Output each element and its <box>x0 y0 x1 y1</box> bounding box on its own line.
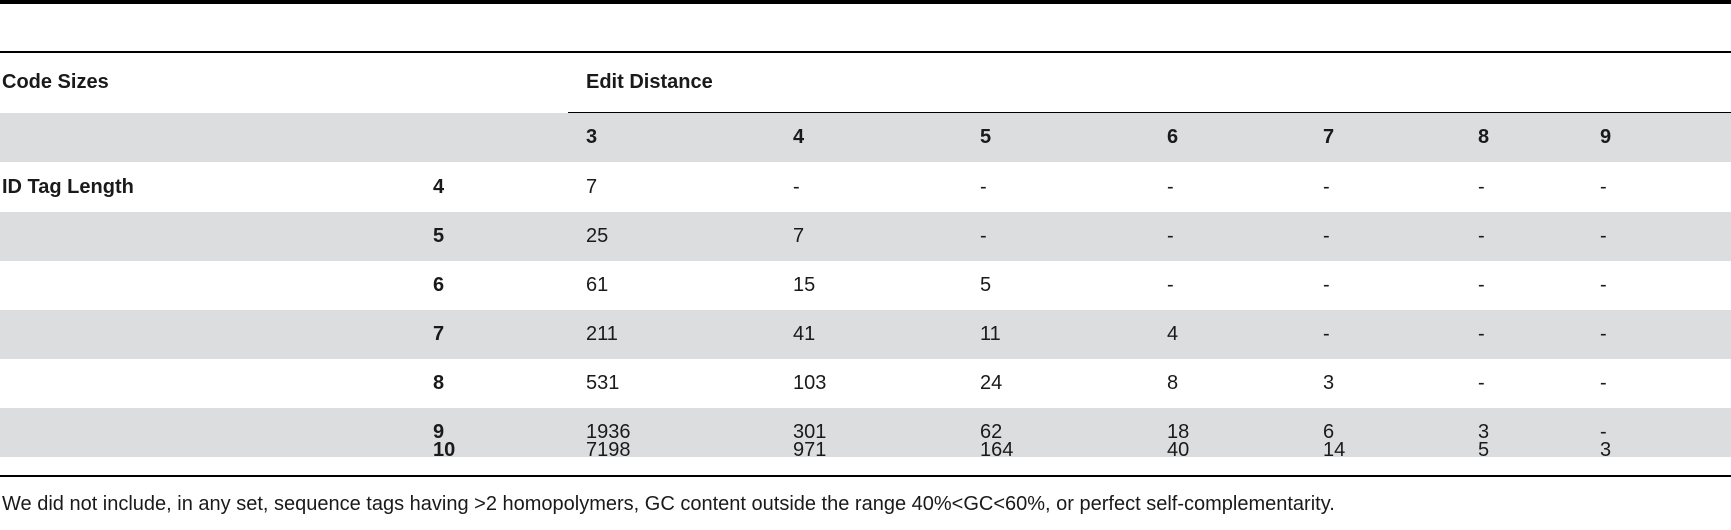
row-length: 4 <box>433 176 445 198</box>
table-cell: 5 <box>980 274 992 296</box>
table-cell: 301 <box>793 421 827 443</box>
table-cell: - <box>1600 421 1607 443</box>
column-header-9: 9 <box>1600 126 1612 148</box>
table-row: 9 1936 301 62 18 6 3 - <box>0 408 1731 457</box>
table-cell: 6 <box>1323 421 1335 443</box>
table-cell: - <box>1478 176 1485 198</box>
table-cell: 164 <box>980 439 1014 461</box>
row-length: 6 <box>433 274 445 296</box>
table-row: 5 25 7 - - - - - <box>0 212 1731 261</box>
table-cell: 25 <box>586 225 609 247</box>
table-cell: - <box>980 176 987 198</box>
column-header-5: 5 <box>980 126 992 148</box>
column-header-6: 6 <box>1167 126 1179 148</box>
edit-distance-label: Edit Distance <box>586 71 713 93</box>
table-cell: 14 <box>1323 439 1346 461</box>
table-cell: 3 <box>1478 421 1490 443</box>
table-cell: 5 <box>1478 439 1490 461</box>
row-length: 5 <box>433 225 445 247</box>
table-cell: 971 <box>793 439 827 461</box>
table-row: 8 531 103 24 8 3 - - <box>0 359 1731 408</box>
table-cell: - <box>1600 274 1607 296</box>
table-cell: - <box>1600 225 1607 247</box>
id-tag-length-label: ID Tag Length <box>2 176 134 198</box>
table-cell: 15 <box>793 274 816 296</box>
table-cell: - <box>1478 323 1485 345</box>
column-header-4: 4 <box>793 126 805 148</box>
table-cell: - <box>1600 323 1607 345</box>
bottom-rule <box>0 475 1731 477</box>
table-cell: 61 <box>586 274 609 296</box>
table-cell: - <box>1167 225 1174 247</box>
table-cell: - <box>1478 274 1485 296</box>
table-cell: - <box>1600 176 1607 198</box>
column-header-row: 3 4 5 6 7 8 9 <box>0 113 1731 162</box>
table-cell: - <box>1167 176 1174 198</box>
table-cell: 1936 <box>586 421 631 443</box>
row-length: 9 <box>433 421 445 443</box>
table-cell: - <box>1323 323 1330 345</box>
column-header-7: 7 <box>1323 126 1335 148</box>
table-cell: 211 <box>586 323 618 345</box>
row-length: 10 <box>433 439 456 461</box>
column-header-8: 8 <box>1478 126 1490 148</box>
table-cell: 11 <box>980 323 1001 345</box>
table-row: ID Tag Length 4 7 - - - - - - <box>0 163 1731 212</box>
table-header-row: Code Sizes Edit Distance <box>0 53 1731 112</box>
table-cell: 24 <box>980 372 1003 394</box>
table-cell: - <box>1323 274 1330 296</box>
table-cell: 3 <box>1323 372 1335 394</box>
row-length: 8 <box>433 372 445 394</box>
code-sizes-label: Code Sizes <box>2 71 109 93</box>
table-row: 6 61 15 5 - - - - <box>0 261 1731 310</box>
row-length: 7 <box>433 323 445 345</box>
table-cell: 3 <box>1600 439 1612 461</box>
top-rule <box>0 0 1731 4</box>
table-cell: 4 <box>1167 323 1179 345</box>
table-row: 7 211 41 11 4 - - - <box>0 310 1731 359</box>
table-cell: 41 <box>793 323 816 345</box>
table-cell: 531 <box>586 372 620 394</box>
table-cell: - <box>1600 372 1607 394</box>
table-cell: 8 <box>1167 372 1179 394</box>
table-cell: 7198 <box>586 439 631 461</box>
edit-distance-underline <box>568 112 1731 113</box>
table-cell: 103 <box>793 372 827 394</box>
table-cell: - <box>1323 176 1330 198</box>
column-header-3: 3 <box>586 126 598 148</box>
table-cell: - <box>1167 274 1174 296</box>
table-cell: - <box>1323 225 1330 247</box>
table-cell: 18 <box>1167 421 1190 443</box>
header-rule <box>0 51 1731 53</box>
table-cell: - <box>1478 372 1485 394</box>
table-cell: - <box>980 225 987 247</box>
table-cell: 40 <box>1167 439 1190 461</box>
table-cell: - <box>1478 225 1485 247</box>
table-footnote: We did not include, in any set, sequence… <box>2 493 1335 515</box>
table-cell: 7 <box>793 225 805 247</box>
table-cell: 7 <box>586 176 598 198</box>
table-cell: 62 <box>980 421 1003 443</box>
table-cell: - <box>793 176 800 198</box>
table-row: 10 7198 971 164 40 14 5 3 <box>0 426 1731 475</box>
